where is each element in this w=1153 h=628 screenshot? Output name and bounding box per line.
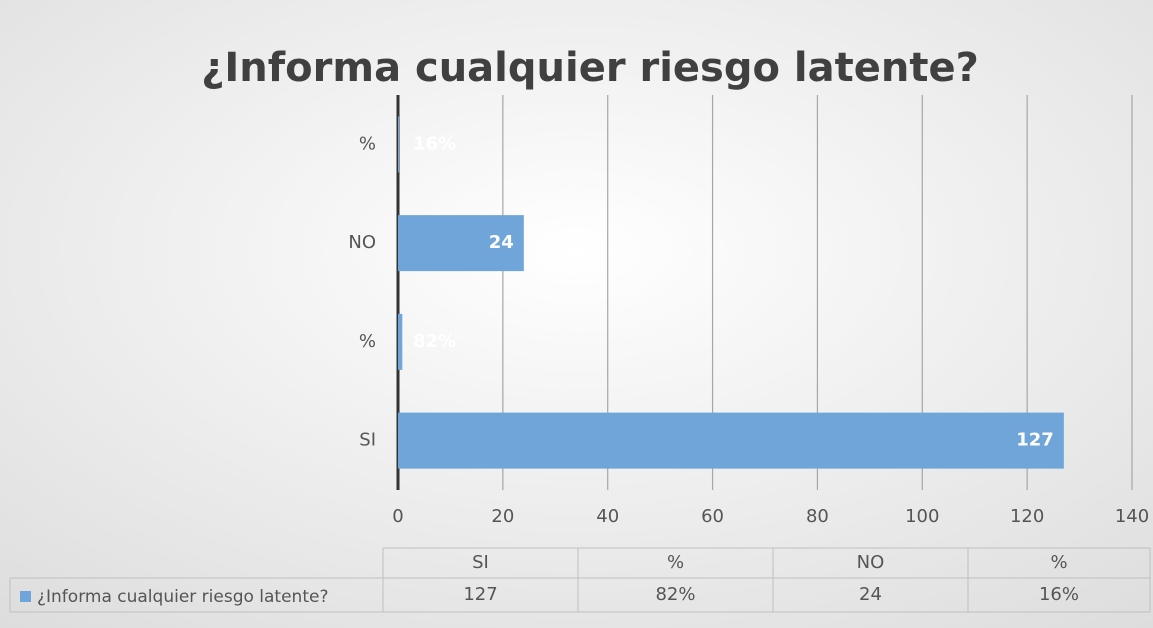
- x-tick-label: 20: [491, 506, 514, 527]
- x-tick-label: 40: [596, 506, 619, 527]
- x-tick-label: 80: [806, 506, 829, 527]
- x-tick-label: 100: [905, 506, 939, 527]
- y-tick-label: NO: [348, 232, 376, 253]
- table-cell: 127: [463, 584, 497, 605]
- table-header: %: [1050, 552, 1067, 573]
- data-label: 82%: [413, 331, 456, 352]
- y-tick-label: SI: [359, 430, 376, 451]
- y-tick-label: %: [359, 133, 376, 154]
- bar: [398, 215, 524, 272]
- table-cell: 24: [859, 584, 882, 605]
- data-label: 24: [489, 232, 514, 253]
- bar: [398, 313, 403, 370]
- x-tick-label: 60: [701, 506, 724, 527]
- data-label: 16%: [413, 133, 456, 154]
- table-cell: 82%: [655, 584, 695, 605]
- chart-title: ¿Informa cualquier riesgo latente?: [201, 45, 979, 91]
- legend-swatch: [20, 591, 31, 602]
- table-header: NO: [857, 552, 885, 573]
- bar: [398, 116, 399, 173]
- legend-label: ¿Informa cualquier riesgo latente?: [37, 587, 328, 607]
- data-label: 127: [1016, 430, 1054, 451]
- x-tick-label: 120: [1010, 506, 1044, 527]
- x-tick-label: 0: [392, 506, 403, 527]
- x-tick-label: 140: [1115, 506, 1149, 527]
- table-header: %: [667, 552, 684, 573]
- table-cell: 16%: [1039, 584, 1079, 605]
- table-header: SI: [472, 552, 489, 573]
- bar: [398, 412, 1064, 469]
- y-tick-label: %: [359, 331, 376, 352]
